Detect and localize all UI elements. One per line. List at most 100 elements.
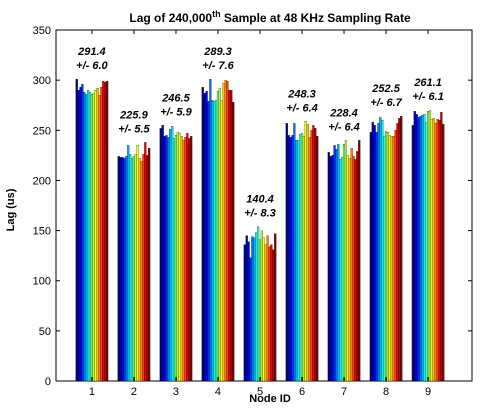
bar <box>90 94 93 382</box>
bar <box>371 122 374 382</box>
bar <box>300 133 304 382</box>
bar <box>299 134 302 382</box>
bar <box>247 241 250 382</box>
bar <box>87 90 90 382</box>
bar <box>388 135 391 382</box>
mean-annotation: 252.5 <box>371 83 400 95</box>
bar <box>425 122 428 382</box>
bar <box>354 159 357 382</box>
bar <box>289 137 292 382</box>
bar <box>352 156 355 382</box>
bar <box>348 158 351 382</box>
bar <box>218 88 221 382</box>
bar <box>423 114 426 382</box>
bar <box>377 123 380 382</box>
bar <box>88 92 92 382</box>
x-tick-label: 5 <box>257 386 263 398</box>
bar <box>257 226 260 382</box>
x-tick-label: 2 <box>131 386 137 398</box>
bar <box>94 90 97 382</box>
bar <box>268 246 271 382</box>
bar <box>266 235 269 382</box>
x-tick-label: 3 <box>173 386 179 398</box>
bar <box>413 111 416 382</box>
bar <box>209 79 212 382</box>
bar <box>178 133 181 382</box>
bar <box>117 156 120 382</box>
bar <box>75 79 78 382</box>
mean-annotation: 140.4 <box>246 194 274 206</box>
bar <box>207 101 210 382</box>
bar <box>308 137 311 382</box>
bar <box>432 118 435 382</box>
bar <box>398 118 401 382</box>
x-tick-label: 7 <box>341 386 347 398</box>
bar <box>270 244 273 382</box>
bar <box>251 236 254 382</box>
sd-annotation: +/- 6.4 <box>328 121 360 133</box>
bar <box>341 157 344 382</box>
bar <box>379 117 382 382</box>
bar <box>369 132 372 382</box>
x-tick-label: 6 <box>299 386 305 398</box>
y-tick-label: 100 <box>33 276 51 288</box>
bar <box>249 257 252 382</box>
bar <box>381 120 384 382</box>
bar <box>140 161 143 382</box>
bar <box>77 90 80 382</box>
bar <box>430 119 433 382</box>
x-tick-label: 8 <box>383 386 389 398</box>
bar <box>167 137 170 382</box>
bar <box>306 124 309 382</box>
bar <box>316 136 319 382</box>
bar <box>253 237 256 382</box>
bar <box>260 230 263 382</box>
bar <box>79 87 82 382</box>
bar <box>125 156 128 382</box>
x-tick-label: 9 <box>425 386 431 398</box>
bar <box>96 88 99 382</box>
sd-annotation: +/- 7.6 <box>202 60 234 72</box>
mean-annotation: 225.9 <box>119 109 148 121</box>
bar <box>291 135 294 382</box>
bar <box>142 154 145 382</box>
bar <box>172 138 176 382</box>
bar <box>358 140 361 382</box>
bar <box>356 151 359 382</box>
y-tick-label: 200 <box>33 175 51 187</box>
y-tick-label: 300 <box>33 75 51 87</box>
bar <box>386 132 390 382</box>
bar <box>245 235 248 382</box>
bar <box>182 140 185 382</box>
bar <box>92 93 95 382</box>
bar <box>312 125 315 382</box>
y-tick-label: 50 <box>39 326 51 338</box>
bar <box>417 117 420 382</box>
sd-annotation: +/- 6.4 <box>286 102 318 114</box>
bar <box>383 136 386 382</box>
bar <box>287 135 290 382</box>
bar <box>83 92 86 382</box>
bar <box>106 81 109 382</box>
sd-annotation: +/- 5.9 <box>160 106 192 118</box>
bar <box>123 158 126 382</box>
bar <box>136 145 139 382</box>
bar <box>222 83 225 382</box>
bar <box>314 128 317 382</box>
bar <box>169 129 172 382</box>
bar <box>230 90 233 382</box>
bar <box>184 137 187 382</box>
x-tick-label: 4 <box>215 386 221 398</box>
bar <box>255 232 258 382</box>
bar <box>350 148 353 382</box>
bar <box>203 93 206 382</box>
bar <box>220 100 223 382</box>
bar <box>396 123 399 382</box>
bar <box>129 154 132 382</box>
mean-annotation: 246.5 <box>161 92 190 104</box>
bar <box>335 149 338 382</box>
bar <box>205 91 208 382</box>
bar <box>302 136 305 382</box>
bar <box>339 159 342 382</box>
